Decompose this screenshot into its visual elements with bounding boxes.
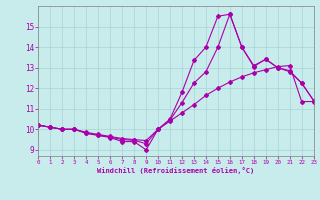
X-axis label: Windchill (Refroidissement éolien,°C): Windchill (Refroidissement éolien,°C)	[97, 167, 255, 174]
